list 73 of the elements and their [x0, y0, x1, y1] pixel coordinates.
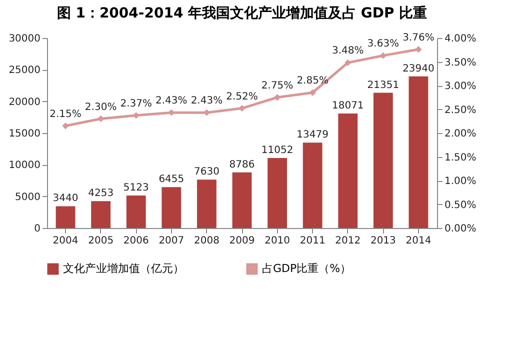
point	[415, 46, 422, 53]
data-label: 4253	[88, 188, 114, 200]
y2-tick-label: 3.50%	[444, 57, 476, 68]
y-tick-label: 20000	[8, 96, 40, 108]
data-label: 2.43%	[156, 96, 188, 107]
x-tick-label: 2013	[370, 236, 396, 246]
data-label: 11052	[261, 145, 294, 156]
y2-tick-label: 0.00%	[444, 224, 476, 234]
x-tick-label: 2007	[158, 236, 184, 246]
bar	[126, 196, 146, 228]
chart-title: 图 1：2004-2014 年我国文化产业增加值及占 GDP 比重	[56, 4, 428, 22]
bar	[302, 142, 322, 228]
data-label: 2.85%	[296, 76, 328, 87]
bar	[373, 92, 393, 228]
x-tick-label: 2005	[88, 236, 114, 246]
x-tick-label: 2014	[406, 236, 432, 246]
data-label: 2.43%	[190, 96, 223, 107]
point	[380, 52, 387, 59]
point	[274, 94, 281, 101]
data-label: 18071	[332, 100, 364, 112]
data-label: 3.63%	[367, 38, 400, 50]
data-label: 2.15%	[50, 108, 82, 120]
legend-label: 文化产业增加值（亿元）	[63, 262, 184, 275]
data-label: 2.75%	[261, 80, 294, 92]
data-label: 2.37%	[120, 98, 152, 110]
data-label: 2.30%	[84, 102, 117, 113]
bar	[408, 76, 428, 228]
y2-tick-label: 3.00%	[444, 81, 476, 92]
data-label: 23940	[402, 63, 434, 74]
bar	[232, 172, 252, 228]
point	[168, 109, 175, 116]
x-tick-label: 2010	[264, 236, 290, 246]
y-tick-label: 25000	[8, 65, 40, 76]
bar	[197, 180, 216, 228]
y-tick-label: 10000	[8, 160, 40, 172]
y-tick-label: 30000	[8, 34, 40, 44]
x-tick-label: 2008	[194, 236, 220, 246]
y2-tick-label: 2.00%	[444, 128, 476, 140]
x-tick-label: 2011	[300, 236, 326, 246]
data-label: 2.52%	[226, 91, 258, 102]
data-label: 21351	[367, 80, 400, 91]
x-tick-label: 2004	[52, 236, 78, 246]
point	[62, 122, 69, 130]
y2-tick-label: 0.50%	[444, 200, 476, 211]
y-tick-label: 0	[34, 224, 40, 234]
point	[309, 89, 316, 96]
x-tick-label: 2006	[123, 236, 149, 246]
y2-tick-label: 4.00%	[444, 34, 476, 44]
bar	[268, 158, 287, 228]
y-tick-label: 15000	[8, 128, 40, 140]
point	[97, 115, 104, 122]
data-label: 13479	[296, 130, 328, 141]
bar	[162, 187, 182, 228]
point	[344, 59, 352, 66]
bar	[56, 206, 76, 228]
point	[132, 112, 140, 119]
y2-tick-label: 1.50%	[444, 152, 476, 164]
x-tick-label: 2009	[229, 236, 255, 246]
x-tick-label: 2012	[335, 236, 361, 246]
data-label: 3440	[52, 193, 78, 204]
data-label: 5123	[123, 182, 149, 194]
bar	[338, 114, 358, 228]
bar	[91, 201, 111, 228]
data-label: 3.48%	[332, 46, 364, 57]
point	[238, 104, 246, 112]
data-label: 7630	[194, 166, 220, 178]
data-label: 8786	[229, 159, 255, 170]
y2-tick-label: 2.50%	[444, 104, 476, 116]
data-label: 3.76%	[402, 32, 434, 44]
y-tick-label: 5000	[15, 192, 40, 203]
legend-label: 占GDP比重（%）	[262, 262, 352, 275]
data-label: 6455	[158, 174, 184, 186]
y2-tick-label: 1.00%	[444, 176, 476, 187]
